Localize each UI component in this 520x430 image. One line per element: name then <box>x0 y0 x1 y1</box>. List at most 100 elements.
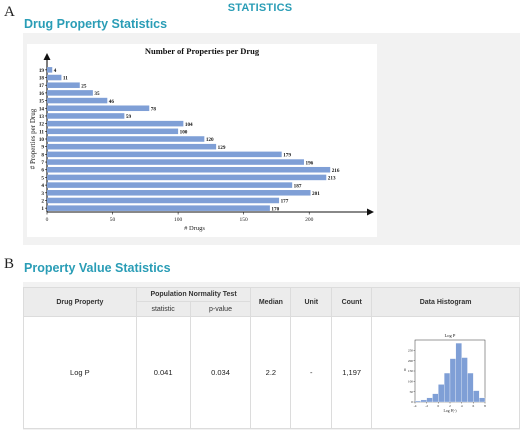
y-tick-label: 2 <box>41 198 44 204</box>
header-normality-test: Population Normality Test <box>135 287 252 302</box>
header-pvalue: p-value <box>189 301 252 317</box>
bar-value-label: 46 <box>109 99 115 105</box>
x-tick-label: 100 <box>174 217 183 223</box>
y-tick-label: 11 <box>39 129 44 135</box>
cell-count: 1,197 <box>331 316 373 429</box>
bar-value-label: 11 <box>63 76 68 82</box>
histogram-bar <box>431 393 439 402</box>
bar <box>47 82 80 88</box>
histogram-x-tick-label: 8 <box>484 404 486 408</box>
histogram-bar <box>461 356 468 402</box>
y-tick-label: 15 <box>39 99 45 105</box>
bar-value-label: 100 <box>180 130 188 136</box>
y-tick-label: 14 <box>39 106 45 112</box>
bar <box>47 159 304 165</box>
histogram-bar <box>478 397 485 402</box>
header-unit: Unit <box>290 287 333 317</box>
histogram-y-tick-label: 0 <box>411 400 413 404</box>
bar <box>47 205 270 211</box>
x-axis-label: # Drugs <box>184 225 205 232</box>
properties-per-drug-chart: Number of Properties per Drug17011772201… <box>29 46 374 232</box>
histogram-y-tick-label: 50 <box>409 389 413 393</box>
x-axis-arrow <box>367 208 374 216</box>
panel-letter-b: B <box>4 256 15 272</box>
bar-value-label: 25 <box>81 83 87 89</box>
bar-value-label: 129 <box>218 145 226 151</box>
y-tick-label: 12 <box>39 122 45 128</box>
histogram-y-tick-label: 250 <box>407 348 412 352</box>
bar <box>47 197 280 204</box>
bar-value-label: 35 <box>94 91 100 97</box>
section-title-drug-property: Drug Property Statistics <box>24 17 168 31</box>
section-title-property-value: Property Value Statistics <box>24 261 171 275</box>
bar <box>47 120 184 127</box>
y-tick-label: 16 <box>39 91 45 97</box>
y-tick-label: 18 <box>39 76 45 82</box>
histogram-bar <box>472 389 479 402</box>
bar-value-label: 196 <box>305 160 313 166</box>
bar <box>47 113 125 119</box>
histogram-x-label: Log P(-) <box>443 409 457 413</box>
header-drug-property: Drug Property <box>23 287 137 317</box>
x-tick-label: 50 <box>110 217 116 223</box>
bar <box>47 74 62 81</box>
y-tick-label: 8 <box>41 152 44 158</box>
bar-value-label: 104 <box>185 122 193 128</box>
statistics-header: STATISTICS <box>227 2 293 14</box>
bar <box>47 143 217 150</box>
histogram-x-tick-label: -4 <box>413 404 416 408</box>
cell-statistic: 0.041 <box>135 316 191 429</box>
y-tick-label: 1 <box>41 206 44 212</box>
cell-unit: - <box>290 316 333 429</box>
y-axis-label: # Properties per Drug <box>29 108 37 169</box>
header-data-histogram: Data Histogram <box>371 287 520 317</box>
bar <box>47 136 205 142</box>
bar-value-label: 201 <box>312 191 320 197</box>
log-p-histogram[interactable]: Log P -4 -2 0 2 4 6 8 0 50 100 150 200 250 Log P(-) # <box>401 328 491 418</box>
header-statistic: statistic <box>135 301 191 317</box>
y-tick-label: 9 <box>41 145 44 151</box>
bar-value-label: 179 <box>283 153 291 159</box>
histogram-y-tick-label: 100 <box>407 379 412 383</box>
bar-value-label: 4 <box>54 68 57 74</box>
y-tick-label: 10 <box>39 137 45 143</box>
bar-value-label: 120 <box>206 137 214 143</box>
x-tick-label: 150 <box>240 217 249 223</box>
property-value-table: Drug Property Population Normality Test … <box>23 287 520 429</box>
histogram-x-tick-label: 4 <box>460 404 462 408</box>
header-median: Median <box>250 287 292 317</box>
bar <box>47 190 311 196</box>
histogram-bar <box>466 372 474 402</box>
bar-value-label: 170 <box>271 206 279 212</box>
y-tick-label: 19 <box>39 68 45 74</box>
histogram-bar <box>437 383 444 402</box>
histogram-bar <box>426 397 433 402</box>
histogram-y-tick-label: 200 <box>407 358 412 362</box>
table-row: Log P 0.041 0.034 2.2 - 1,197 Log P -4 -2 0… <box>23 316 520 429</box>
histogram-y-label: # <box>404 368 406 372</box>
header-count: Count <box>331 287 373 317</box>
bar-value-label: 78 <box>151 106 157 112</box>
y-axis-arrow <box>43 53 51 60</box>
histogram-bar <box>443 372 450 402</box>
y-tick-label: 17 <box>39 83 45 89</box>
bar-value-label: 213 <box>328 176 336 182</box>
y-tick-label: 4 <box>41 183 44 189</box>
y-tick-label: 3 <box>41 191 44 197</box>
bar <box>47 182 293 188</box>
histogram-bar <box>414 400 421 402</box>
cell-histogram[interactable]: Log P -4 -2 0 2 4 6 8 0 50 100 150 200 250 Log P(-) # <box>371 316 520 429</box>
histogram-bar <box>449 357 456 402</box>
cell-property: Log P <box>23 316 137 429</box>
histogram-x-tick-label: -2 <box>425 404 428 408</box>
bar <box>47 90 93 96</box>
bar <box>47 151 282 158</box>
bar-value-label: 177 <box>281 199 289 205</box>
bar-value-label: 187 <box>294 183 302 189</box>
x-tick-label: 0 <box>46 217 49 223</box>
histogram-title: Log P <box>444 333 455 338</box>
histogram-x-tick-label: 6 <box>472 404 474 408</box>
bar <box>47 67 53 73</box>
bar <box>47 105 150 112</box>
chart-title: Number of Properties per Drug <box>145 46 260 56</box>
